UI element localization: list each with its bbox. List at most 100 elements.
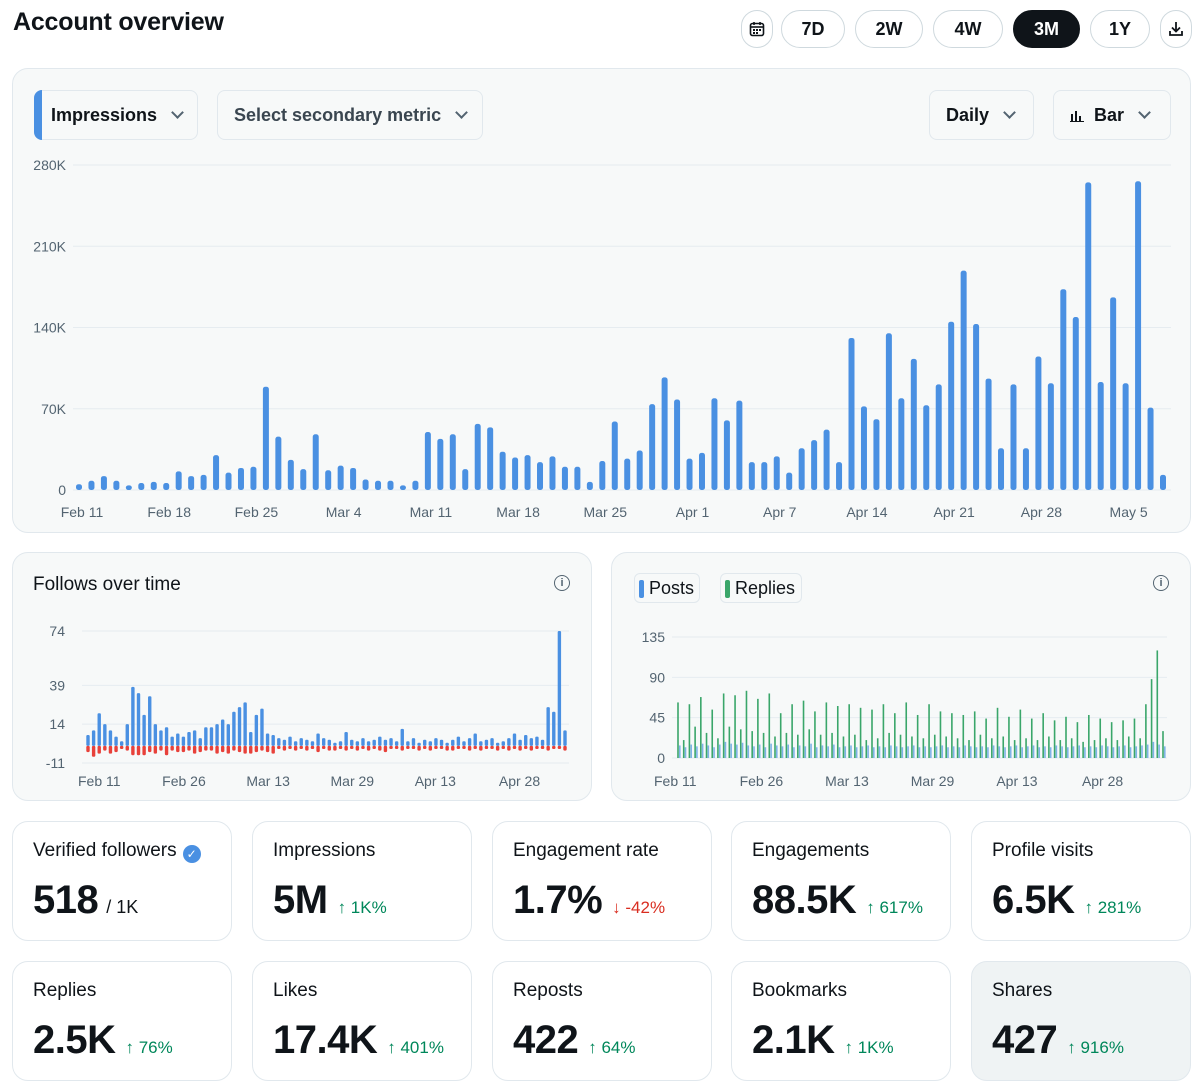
follows-gain-bar[interactable] (215, 724, 219, 746)
impressions-bar[interactable] (100, 476, 107, 490)
posts-bar[interactable] (838, 747, 841, 758)
posts-bar[interactable] (912, 745, 915, 758)
replies-bar[interactable] (973, 711, 976, 758)
replies-bar[interactable] (1156, 650, 1159, 758)
replies-bar[interactable] (751, 731, 753, 758)
impressions-bar[interactable] (1085, 182, 1092, 490)
follows-gain-bar[interactable] (552, 711, 556, 746)
posts-bar[interactable] (753, 746, 755, 758)
interval-dropdown[interactable]: Daily (929, 90, 1034, 140)
posts-bar[interactable] (1095, 747, 1098, 758)
replies-bar[interactable] (1013, 740, 1016, 758)
impressions-bar[interactable] (1047, 383, 1054, 490)
follows-gain-bar[interactable] (282, 739, 287, 746)
follows-gain-bar[interactable] (249, 731, 253, 746)
posts-bar[interactable] (741, 742, 744, 758)
posts-bar[interactable] (1049, 747, 1052, 758)
posts-bar[interactable] (907, 746, 909, 758)
follows-gain-bar[interactable] (125, 724, 129, 746)
follows-loss-bar[interactable] (316, 745, 320, 753)
follows-gain-bar[interactable] (288, 736, 292, 746)
impressions-bar[interactable] (786, 472, 793, 490)
replies-bar[interactable] (779, 713, 782, 758)
posts-bar[interactable] (696, 746, 698, 758)
posts-bar[interactable] (787, 744, 790, 758)
follows-gain-bar[interactable] (265, 733, 270, 746)
impressions-bar[interactable] (213, 455, 220, 490)
posts-bar[interactable] (998, 746, 1001, 758)
follows-gain-bar[interactable] (293, 741, 298, 746)
replies-bar[interactable] (1139, 738, 1141, 758)
follows-loss-bar[interactable] (378, 745, 382, 751)
replies-bar[interactable] (831, 732, 833, 758)
follows-loss-bar[interactable] (119, 745, 124, 750)
follows-loss-bar[interactable] (181, 745, 186, 753)
replies-bar[interactable] (979, 734, 982, 758)
impressions-bar[interactable] (325, 470, 332, 490)
follows-gain-bar[interactable] (226, 724, 230, 746)
follows-loss-bar[interactable] (86, 745, 90, 753)
follows-loss-bar[interactable] (293, 745, 298, 751)
replies-bar[interactable] (1110, 722, 1113, 758)
replies-bar[interactable] (939, 711, 942, 758)
follows-loss-bar[interactable] (198, 745, 202, 753)
impressions-bar[interactable] (661, 377, 668, 490)
posts-bar[interactable] (855, 747, 858, 758)
follows-loss-bar[interactable] (265, 745, 270, 753)
follows-gain-bar[interactable] (86, 735, 90, 746)
posts-bar[interactable] (1112, 747, 1115, 758)
impressions-bar[interactable] (798, 448, 805, 490)
replies-bar[interactable] (768, 693, 771, 758)
posts-bar[interactable] (1061, 746, 1063, 758)
follows-gain-bar[interactable] (136, 693, 141, 746)
follows-gain-bar[interactable] (372, 739, 376, 746)
posts-bar[interactable] (804, 746, 807, 758)
posts-bar[interactable] (901, 747, 904, 758)
replies-bar[interactable] (774, 736, 776, 758)
impressions-bar[interactable] (923, 405, 930, 490)
replies-bar[interactable] (1105, 738, 1107, 758)
follows-loss-bar[interactable] (333, 745, 337, 751)
follows-gain-bar[interactable] (181, 736, 186, 746)
impressions-bar[interactable] (524, 455, 531, 490)
stat-card-engagement-rate[interactable]: Engagement rate 1.7% ↓ -42% (492, 821, 712, 941)
impressions-bar[interactable] (237, 467, 244, 490)
calendar-button[interactable] (741, 10, 773, 48)
follows-loss-bar[interactable] (153, 745, 158, 754)
follows-gain-bar[interactable] (490, 738, 494, 746)
posts-bar[interactable] (975, 747, 978, 758)
follows-loss-bar[interactable] (305, 745, 309, 751)
replies-bar[interactable] (1145, 704, 1147, 758)
stat-card-bookmarks[interactable]: Bookmarks 2.1K ↑ 1K% (731, 961, 951, 1081)
replies-bar[interactable] (922, 738, 925, 758)
follows-gain-bar[interactable] (192, 730, 197, 746)
posts-bar[interactable] (701, 743, 704, 758)
replies-bar[interactable] (688, 704, 691, 758)
follows-gain-bar[interactable] (484, 739, 489, 746)
impressions-bar[interactable] (1122, 383, 1129, 490)
posts-bar[interactable] (878, 746, 881, 758)
follows-loss-bar[interactable] (552, 745, 556, 750)
impressions-bar[interactable] (736, 400, 743, 490)
follows-gain-bar[interactable] (254, 714, 259, 746)
follows-gain-bar[interactable] (434, 738, 438, 746)
follows-gain-bar[interactable] (524, 735, 528, 746)
follows-loss-bar[interactable] (535, 745, 539, 750)
posts-bar[interactable] (758, 744, 761, 758)
replies-bar[interactable] (1048, 736, 1050, 758)
replies-bar[interactable] (848, 704, 850, 758)
impressions-bar[interactable] (1072, 317, 1079, 490)
follows-loss-bar[interactable] (451, 745, 455, 751)
stat-card-impressions[interactable]: Impressions 5M ↑ 1K% (252, 821, 472, 941)
follows-gain-bar[interactable] (394, 741, 399, 746)
impressions-bar[interactable] (88, 480, 95, 490)
follows-loss-bar[interactable] (215, 745, 219, 754)
posts-bar[interactable] (884, 747, 887, 758)
range-1y-button[interactable]: 1Y (1090, 10, 1150, 48)
impressions-bar[interactable] (76, 484, 82, 490)
follows-loss-bar[interactable] (484, 745, 489, 750)
replies-bar[interactable] (951, 713, 953, 758)
follows-loss-bar[interactable] (383, 745, 388, 753)
follows-loss-bar[interactable] (557, 745, 562, 750)
replies-bar[interactable] (1093, 740, 1096, 758)
